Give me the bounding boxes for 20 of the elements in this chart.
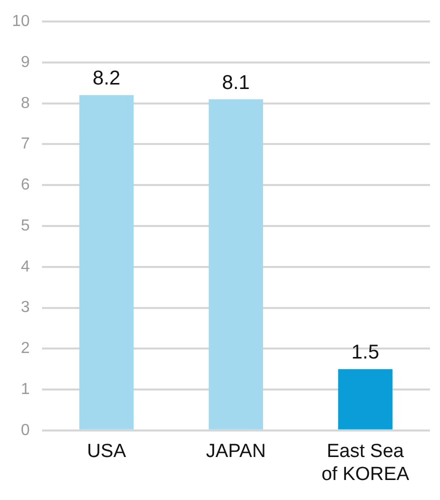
- data-label: 8.1: [222, 72, 250, 94]
- y-tick-label: 7: [20, 136, 30, 153]
- data-label: 8.2: [92, 68, 120, 90]
- y-tick-label: 3: [20, 299, 30, 316]
- bar: [208, 99, 264, 430]
- y-tick-label: 6: [20, 176, 30, 194]
- y-tick-label: 9: [20, 54, 30, 71]
- y-tick-label: 4: [20, 258, 30, 276]
- bar: [79, 95, 134, 430]
- x-tick-label: USA: [86, 441, 126, 462]
- y-tick-label: 10: [12, 13, 30, 30]
- data-label: 1.5: [351, 342, 380, 364]
- y-tick-label: 5: [20, 217, 30, 234]
- y-tick-label: 8: [20, 94, 30, 112]
- x-tick-label: JAPAN: [206, 441, 266, 462]
- x-tick-label: East Sea of KOREA: [321, 441, 410, 485]
- y-tick-label: 0: [20, 422, 30, 439]
- y-tick-label: 2: [20, 340, 30, 358]
- bar: [338, 369, 392, 430]
- y-tick-label: 1: [20, 380, 30, 398]
